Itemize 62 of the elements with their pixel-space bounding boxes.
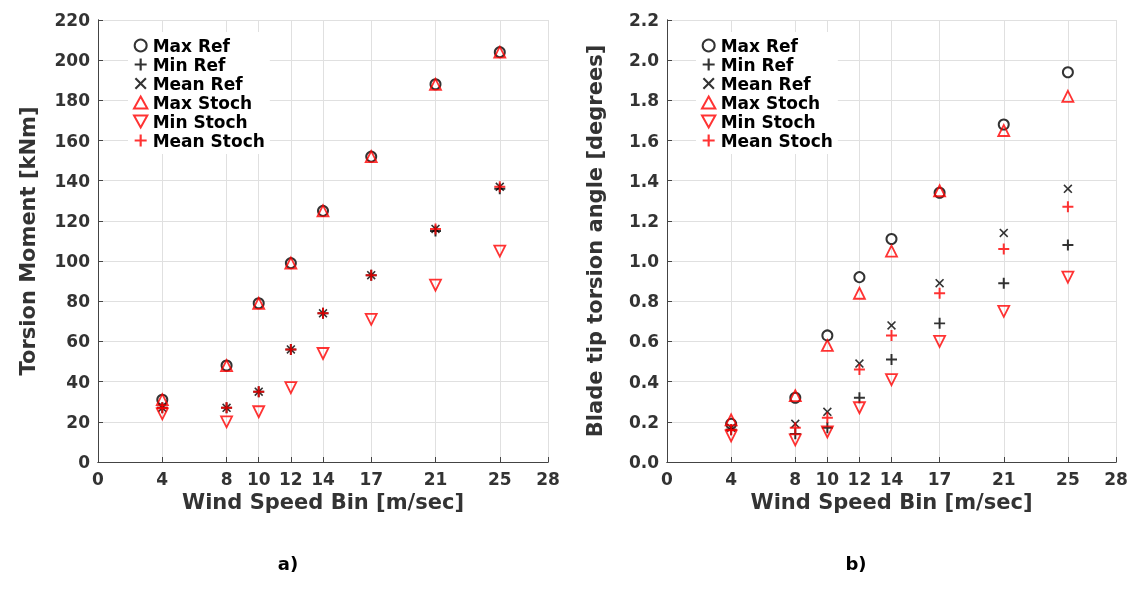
legend-label: Max Stoch: [152, 92, 253, 113]
x-axis-title: Wind Speed Bin [m/sec]: [181, 490, 465, 515]
legend-label: Min Ref: [152, 54, 227, 75]
y-tick-label: 1.0: [628, 251, 660, 272]
x-tick-label: 4: [725, 468, 738, 489]
x-tick-label: 28: [1104, 468, 1128, 489]
y-tick-label: 2.0: [628, 50, 660, 71]
y-tick-label: 200: [54, 50, 91, 71]
legend-label: Min Ref: [720, 54, 795, 75]
y-tick-label: 160: [54, 130, 91, 151]
legend-label: Mean Ref: [720, 73, 812, 94]
y-tick-label: 1.6: [628, 130, 659, 151]
x-axis-title: Wind Speed Bin [m/sec]: [750, 490, 1033, 515]
x-tick-label: 21: [991, 468, 1016, 489]
legend-label: Mean Stoch: [152, 130, 265, 151]
legend-label: Max Ref: [152, 35, 231, 56]
x-tick-label: 25: [1056, 468, 1080, 489]
y-tick-label: 20: [66, 411, 91, 432]
x-tick-label: 8: [789, 468, 802, 489]
x-tick-label: 14: [879, 468, 904, 489]
y-tick-label: 2.2: [628, 10, 659, 30]
x-tick-label: 14: [311, 468, 335, 489]
y-tick-label: 80: [66, 291, 91, 312]
y-tick-label: 140: [54, 170, 91, 191]
x-tick-label: 0: [92, 468, 105, 489]
x-tick-label: 4: [156, 468, 169, 489]
y-axis-title: Torsion Moment [kNm]: [15, 106, 40, 376]
x-tick-label: 28: [536, 468, 560, 489]
y-axis-title: Blade tip torsion angle [degrees]: [582, 44, 607, 438]
x-tick-label: 21: [423, 468, 448, 489]
legend-label: Max Stoch: [720, 92, 821, 113]
y-tick-label: 120: [54, 210, 91, 231]
y-tick-label: 60: [66, 331, 91, 352]
y-tick-label: 0.8: [628, 291, 659, 312]
y-tick-label: 0.2: [628, 411, 659, 432]
legend-label: Min Stoch: [152, 111, 248, 132]
y-tick-label: 1.2: [628, 210, 659, 231]
y-tick-label: 180: [54, 90, 91, 111]
legend-label: Min Stoch: [720, 111, 816, 132]
legend-label: Mean Stoch: [720, 130, 833, 151]
x-tick-label: 10: [815, 468, 840, 489]
y-tick-label: 1.4: [628, 170, 660, 191]
y-tick-label: 1.8: [628, 90, 659, 111]
legend-label: Mean Ref: [152, 73, 244, 94]
y-tick-label: 0.0: [628, 452, 660, 472]
y-tick-label: 0.6: [628, 331, 659, 352]
text: a): [277, 552, 299, 574]
x-tick-label: 17: [359, 468, 384, 489]
y-tick-label: 0: [78, 452, 91, 472]
y-tick-label: 40: [66, 371, 91, 392]
y-tick-label: 220: [54, 10, 91, 30]
text: b): [845, 552, 867, 574]
x-tick-label: 0: [661, 468, 674, 489]
x-tick-label: 10: [246, 468, 271, 489]
legend-label: Max Ref: [720, 35, 799, 56]
y-tick-label: 0.4: [628, 371, 660, 392]
x-tick-label: 25: [487, 468, 512, 489]
x-tick-label: 17: [927, 468, 952, 489]
x-tick-label: 8: [220, 468, 233, 489]
y-tick-label: 100: [54, 251, 91, 272]
x-tick-label: 12: [847, 468, 872, 489]
x-tick-label: 12: [279, 468, 303, 489]
